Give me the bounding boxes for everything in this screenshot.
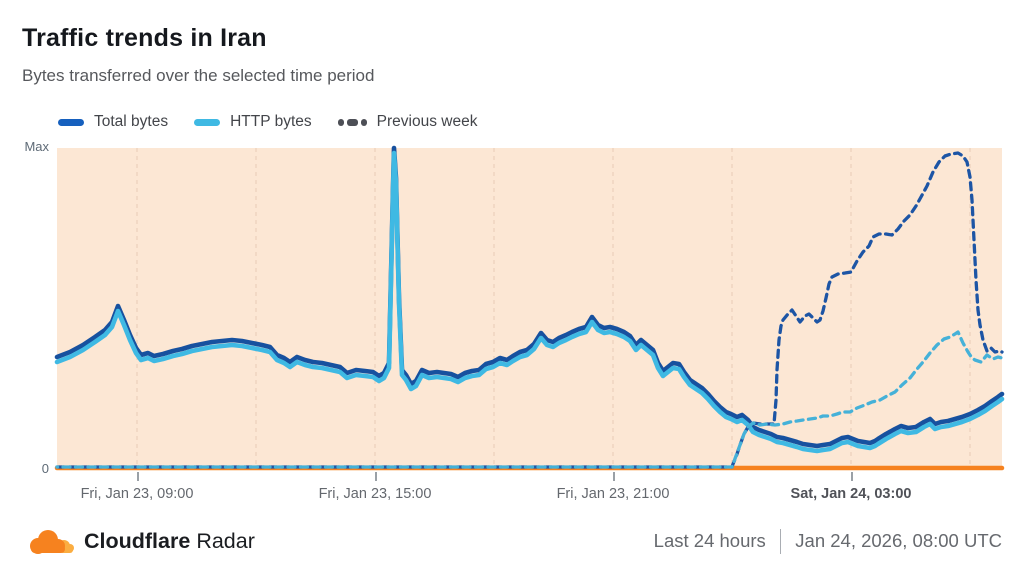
timestamp-label: Jan 24, 2026, 08:00 UTC [795,530,1002,551]
cloudflare-logo-icon [30,529,74,554]
http-bytes-swatch [194,118,221,126]
x-axis-tick [375,472,377,481]
footer: Cloudflare Radar Last 24 hours Jan 24, 2… [26,522,1002,560]
traffic-chart-svg [54,145,1005,471]
legend-item-previous-week[interactable]: Previous week [337,113,478,131]
page-subtitle: Bytes transferred over the selected time… [22,66,375,85]
y-axis-zero-label: 0 [41,461,49,476]
series-previous-week-http-bytes [55,330,1004,469]
brand-radar: Radar [196,528,255,553]
x-axis-tick [613,472,615,481]
page-title: Traffic trends in Iran [22,24,267,52]
legend-label: Previous week [376,113,478,130]
x-axis-tick [851,472,853,481]
brand-cloudflare: Cloudflare [84,528,191,553]
footer-meta: Last 24 hours Jan 24, 2026, 08:00 UTC [653,528,1002,554]
time-range-label: Last 24 hours [653,530,766,551]
legend-label: Total bytes [94,113,169,130]
cloudflare-radar-brand[interactable]: Cloudflare Radar [26,526,255,557]
x-axis-tick [137,472,139,481]
legend-label: HTTP bytes [230,113,312,130]
chart-legend: Total bytes HTTP bytes Previous week [58,113,477,131]
previous-week-dashed-swatch [337,118,367,126]
y-axis-max-label: Max [24,139,49,154]
legend-item-http-bytes[interactable]: HTTP bytes [194,113,312,131]
footer-divider [779,528,782,554]
traffic-chart-plot-area[interactable] [54,145,1005,471]
series-total-bytes [54,145,1005,449]
x-axis-label: Fri, Jan 23, 15:00 [318,486,432,502]
total-bytes-swatch [58,118,84,126]
x-axis-label: Fri, Jan 23, 09:00 [80,486,194,502]
brand-text: Cloudflare Radar [84,529,255,554]
series-previous-week-total-bytes [55,151,1004,469]
legend-item-total-bytes[interactable]: Total bytes [58,113,168,131]
x-axis-label: Fri, Jan 23, 21:00 [556,486,670,502]
series-http-bytes [54,150,1005,454]
x-axis-label: Sat, Jan 24, 03:00 [790,486,912,502]
